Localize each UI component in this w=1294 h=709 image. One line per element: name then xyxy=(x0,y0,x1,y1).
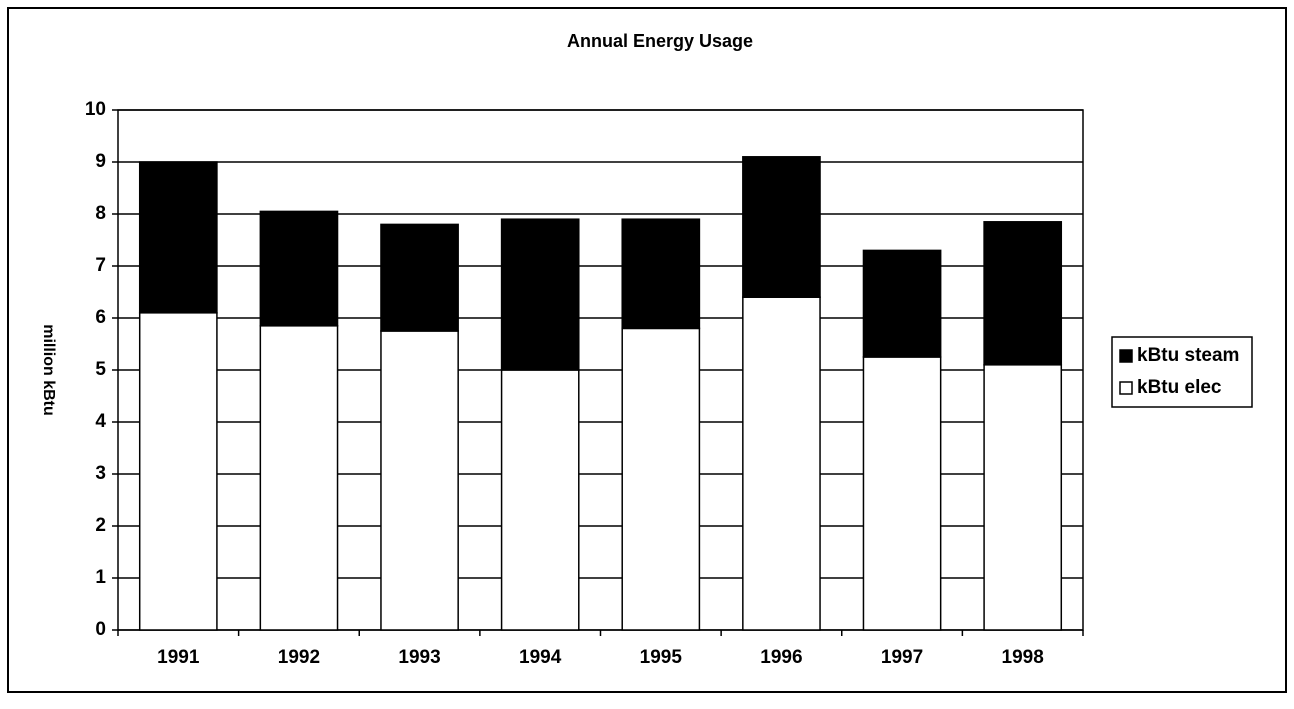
legend-swatch xyxy=(1119,349,1133,363)
y-tick-label: 4 xyxy=(95,411,106,432)
bar-segment xyxy=(621,327,701,631)
y-tick-label: 2 xyxy=(95,515,106,536)
y-tick-label: 10 xyxy=(85,99,106,120)
y-tick-label: 0 xyxy=(95,619,106,640)
bar-segment xyxy=(380,223,459,332)
bar-segment xyxy=(621,218,701,330)
legend-label: kBtu steam xyxy=(1137,345,1239,366)
y-tick-label: 8 xyxy=(95,203,106,224)
x-tick-label: 1996 xyxy=(760,647,802,668)
x-tick-label: 1998 xyxy=(1002,647,1044,668)
bar-segment xyxy=(500,218,580,371)
legend-box xyxy=(1111,336,1253,408)
x-tick-label: 1994 xyxy=(519,647,562,668)
y-tick-label: 9 xyxy=(95,151,106,172)
y-axis-label: million kBtu xyxy=(40,324,57,416)
bar-segment xyxy=(259,325,339,631)
bar-segment xyxy=(983,364,1063,631)
chart-title: Annual Energy Usage xyxy=(567,31,753,51)
y-tick-label: 1 xyxy=(95,567,106,588)
legend-label: kBtu elec xyxy=(1137,377,1222,398)
bar-segment xyxy=(500,369,580,631)
bar-segment xyxy=(862,249,942,358)
x-tick-label: 1991 xyxy=(157,647,200,668)
bar-segment xyxy=(380,330,459,631)
x-tick-label: 1992 xyxy=(278,647,320,668)
bar-segment xyxy=(742,296,821,631)
bar-segment xyxy=(862,356,942,631)
y-tick-label: 7 xyxy=(95,255,106,276)
x-tick-label: 1995 xyxy=(640,647,683,668)
x-tick-label: 1993 xyxy=(398,647,440,668)
bar-segment xyxy=(138,161,218,314)
x-tick-label: 1997 xyxy=(881,647,923,668)
bar-segment xyxy=(742,156,821,298)
y-tick-label: 3 xyxy=(95,463,106,484)
legend-swatch xyxy=(1119,381,1133,395)
y-tick-label: 5 xyxy=(95,359,106,380)
bar-segment xyxy=(259,210,339,327)
bar-segment xyxy=(983,221,1063,366)
bar-segment xyxy=(138,312,218,631)
y-tick-label: 6 xyxy=(95,307,106,328)
